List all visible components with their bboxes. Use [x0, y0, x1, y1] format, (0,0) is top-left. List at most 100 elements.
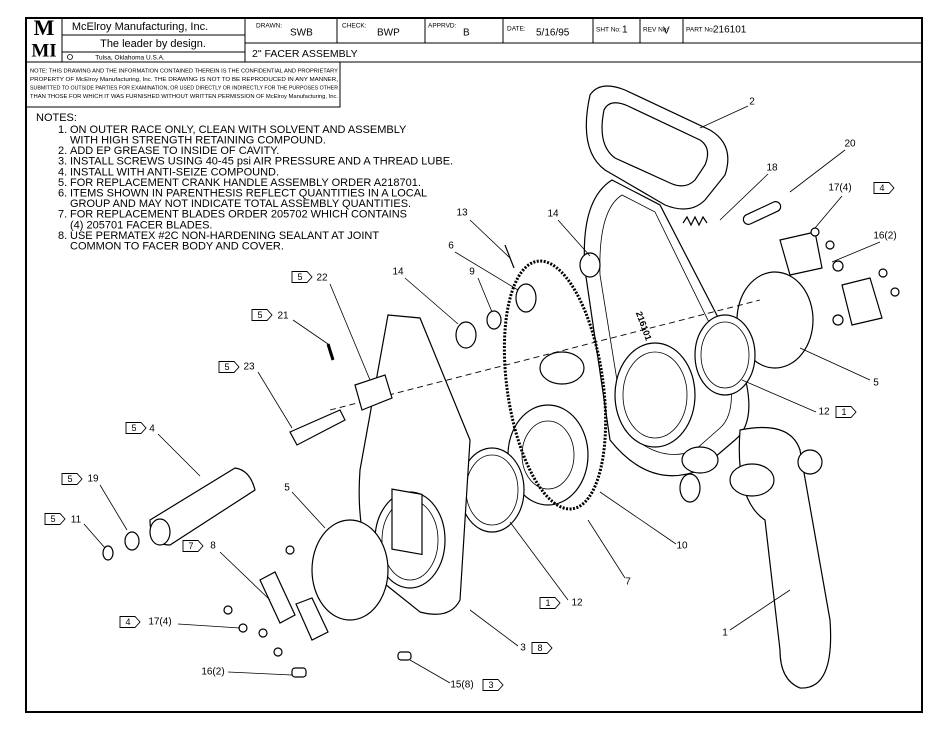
pin — [326, 343, 335, 361]
field-label: SHT No: — [596, 27, 621, 34]
leader-line — [699, 105, 749, 129]
leader-line — [599, 491, 677, 545]
leader-line — [219, 551, 271, 601]
field-label: PART No: — [686, 27, 715, 34]
callout-number: 5 — [873, 378, 879, 389]
leader-line — [157, 433, 201, 477]
callout-number: 8 — [210, 541, 216, 552]
border — [25, 17, 923, 713]
notes-heading: NOTES: — [36, 112, 77, 124]
title-block-lines — [25, 18, 922, 108]
flag-number: 3 — [488, 680, 493, 690]
leader-line — [831, 241, 881, 263]
note-line: ON OUTER RACE ONLY, CLEAN WITH SOLVENT A… — [70, 124, 407, 136]
note-flag — [218, 361, 240, 373]
callout-number: 22 — [316, 273, 328, 284]
note-line: INSTALL SCREWS USING 40-45 psi AIR PRESS… — [70, 156, 453, 168]
blade — [295, 597, 329, 641]
leader-line — [789, 149, 846, 193]
exploded-view: 216101 — [102, 85, 900, 689]
field-value: BWP — [377, 28, 400, 39]
bearing — [579, 252, 601, 278]
field-value: V — [663, 26, 670, 37]
callout-number: 5 — [284, 483, 290, 494]
blade — [779, 231, 823, 276]
leader-line — [814, 195, 843, 229]
leader-line — [83, 523, 106, 549]
bushing — [354, 374, 393, 411]
note-line: FOR REPLACEMENT BLADES ORDER 205702 WHIC… — [70, 209, 407, 221]
o-ring — [459, 447, 525, 533]
note-flag — [539, 597, 561, 609]
note-number: 4. — [58, 166, 67, 178]
callout-number: 1 — [722, 628, 728, 639]
note-number: 7. — [58, 209, 67, 221]
leader-line — [799, 347, 871, 381]
callout-number: 2 — [749, 97, 755, 108]
flag-number: 5 — [67, 474, 72, 484]
sprocket — [515, 283, 537, 313]
leader-line — [719, 173, 769, 221]
note-flag — [44, 513, 66, 525]
callout-number: 15(8) — [450, 680, 473, 691]
idler — [539, 351, 585, 385]
leader-line — [409, 659, 451, 684]
leader-line — [329, 283, 371, 381]
callout-number: 18 — [766, 163, 778, 174]
note-flag — [873, 182, 895, 194]
note-number: 3. — [58, 156, 67, 168]
leader-line — [587, 519, 626, 579]
callout-number: 10 — [676, 541, 688, 552]
flag-number: 4 — [125, 617, 130, 627]
note-line: COMMON TO FACER BODY AND COVER. — [70, 241, 284, 253]
flag-number: 1 — [545, 598, 550, 608]
callout-number: 17(4) — [828, 183, 851, 194]
callout-number: 14 — [392, 267, 404, 278]
note-flag — [125, 422, 147, 434]
notice-line: THAN THOSE FOR WHICH IT WAS FURNISHED WI… — [30, 94, 338, 100]
note-line: (4) 205701 FACER BLADES. — [70, 219, 212, 231]
note-line: ITEMS SHOWN IN PARENTHESIS REFLECT QUANT… — [70, 188, 427, 200]
leader-line — [741, 379, 817, 413]
field-label: APPRVD: — [428, 23, 457, 30]
retaining-ring — [102, 545, 114, 561]
callout-number: 16(2) — [201, 667, 224, 678]
blade — [259, 571, 296, 624]
leader-line — [257, 371, 293, 429]
disc — [311, 519, 389, 621]
drawing-title: 2" FACER ASSEMBLY — [252, 48, 358, 60]
note-number: 8. — [58, 230, 67, 242]
field-value: 216101 — [713, 25, 747, 36]
tagline: The leader by design. — [100, 38, 206, 50]
note-number: 5. — [58, 177, 67, 189]
notice-line: SUBMITTED TO OUTSIDE PARTIES FOR EXAMINA… — [30, 85, 338, 91]
leader-line — [292, 319, 329, 345]
leader-line — [729, 589, 791, 631]
callout-number: 16(2) — [873, 231, 896, 242]
note-flag — [482, 679, 504, 691]
leader-line — [477, 277, 493, 313]
field-label: DRAWN: — [256, 23, 282, 30]
callout-number: 14 — [547, 209, 559, 220]
note-line: FOR REPLACEMENT CRANK HANDLE ASSEMBLY OR… — [70, 177, 421, 189]
screws — [223, 545, 412, 678]
note-flag — [182, 540, 204, 552]
blade — [841, 277, 883, 326]
callout-number: 12 — [818, 407, 830, 418]
seal-ring — [694, 314, 756, 396]
flag-number: 4 — [879, 183, 884, 193]
note-line: WITH HIGH STRENGTH RETAINING COMPOUND. — [70, 135, 326, 147]
leader-line — [509, 521, 569, 601]
callout-number: 21 — [277, 311, 289, 322]
crank-handle — [729, 426, 832, 689]
leader-line — [291, 491, 326, 529]
note-flag — [291, 271, 313, 283]
callout-number: 9 — [469, 267, 475, 278]
leader-line — [454, 251, 519, 291]
flag-number: 5 — [131, 423, 136, 433]
callout-number: 7 — [625, 577, 631, 588]
chain — [502, 259, 608, 511]
notice-line: NOTE: THIS DRAWING AND THE INFORMATION C… — [30, 68, 339, 74]
leader-line — [177, 623, 241, 629]
leader-line — [469, 609, 519, 647]
